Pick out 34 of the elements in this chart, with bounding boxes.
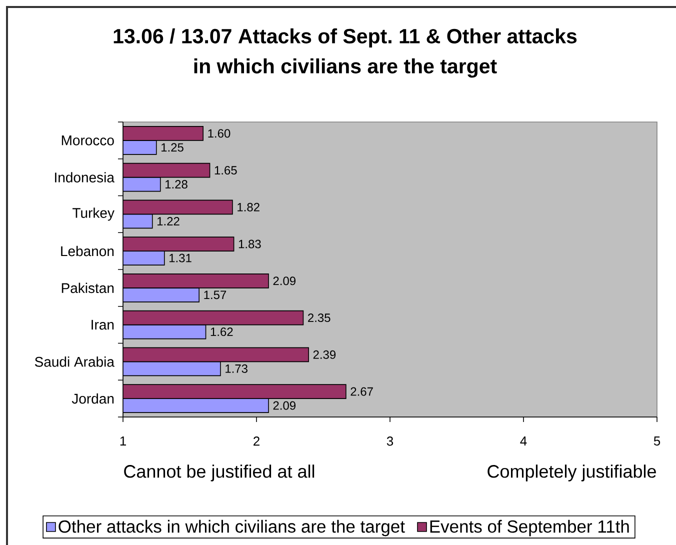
data-label: 1.57 bbox=[204, 290, 226, 300]
chart-title: 13.06 / 13.07 Attacks of Sept. 11 & Other attacks in which civilians are the target bbox=[114, 28, 577, 78]
data-label: 1.82 bbox=[238, 202, 260, 212]
data-label: 2.09 bbox=[273, 401, 296, 410]
y-tick-label: Pakistan bbox=[62, 282, 114, 294]
data-label: 1.25 bbox=[161, 143, 184, 152]
data-label: 1.60 bbox=[208, 129, 230, 138]
x-tick-label: 1 bbox=[120, 436, 126, 446]
legend-label: Events of September 11th bbox=[430, 520, 629, 536]
y-tick-label: Turkey bbox=[72, 208, 114, 221]
data-label: 1.83 bbox=[238, 240, 261, 248]
data-label: 1.73 bbox=[226, 364, 248, 373]
data-label: 1.28 bbox=[165, 180, 188, 189]
text: Cannot be justified at all bbox=[124, 464, 314, 482]
y-tick-label: Morocco bbox=[62, 136, 114, 146]
data-label: 1.62 bbox=[210, 328, 233, 336]
data-label: 2.67 bbox=[350, 387, 373, 396]
x-tick-label: 2 bbox=[254, 436, 260, 446]
data-label: 1.31 bbox=[170, 254, 192, 262]
data-label: 1.22 bbox=[157, 216, 180, 226]
data-label: 2.09 bbox=[273, 276, 296, 286]
data-label: 1.65 bbox=[214, 166, 237, 175]
x-tick-label: 4 bbox=[520, 436, 527, 446]
text: Completely justifiable bbox=[488, 464, 656, 482]
y-tick-label: Lebanon bbox=[61, 246, 114, 256]
data-label: 2.39 bbox=[313, 350, 336, 359]
y-tick-label: Iran bbox=[92, 320, 114, 330]
data-label: 2.35 bbox=[308, 314, 330, 322]
y-tick-label: Indonesia bbox=[55, 172, 114, 182]
x-tick-label: 3 bbox=[386, 436, 394, 446]
y-tick-label: Jordan bbox=[72, 393, 114, 404]
legend-label: Other attacks in which civilians are the target bbox=[58, 520, 405, 536]
y-tick-label: Saudi Arabia bbox=[34, 356, 114, 367]
x-tick-label: 5 bbox=[654, 436, 660, 446]
